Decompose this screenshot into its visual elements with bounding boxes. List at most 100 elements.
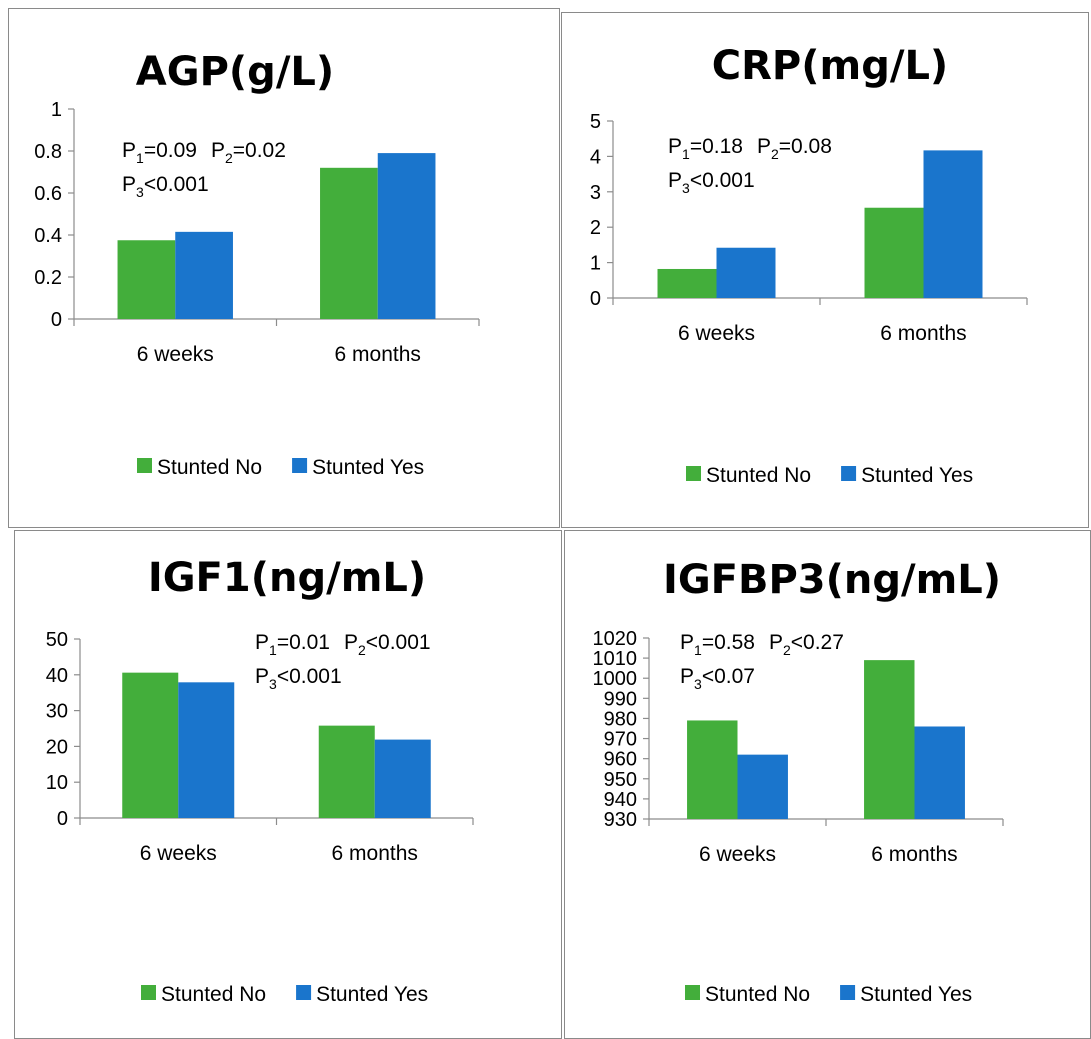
legend-label: Stunted No bbox=[161, 983, 266, 1006]
legend-label: Stunted No bbox=[706, 464, 811, 487]
p-text: P bbox=[668, 169, 682, 192]
y-tick-label: 930 bbox=[604, 809, 637, 831]
x-category-label: 6 weeks bbox=[678, 322, 755, 345]
legend-swatch-stunted-yes bbox=[292, 458, 308, 473]
chart-title: IGF1(ng/mL) bbox=[148, 555, 426, 601]
y-tick-label: 0 bbox=[590, 288, 601, 310]
bar-stunted-no bbox=[687, 720, 738, 819]
x-category-label: 6 months bbox=[332, 842, 418, 865]
legend-swatch-stunted-no bbox=[141, 985, 156, 1000]
p-values-line-2: P3<0.001 bbox=[668, 169, 755, 196]
p-values-line-2: P3<0.001 bbox=[255, 665, 342, 692]
p-text: =0.58 bbox=[702, 631, 755, 654]
p-text: P bbox=[122, 173, 136, 196]
legend-label: Stunted Yes bbox=[860, 983, 972, 1006]
y-tick-label: 970 bbox=[604, 729, 637, 751]
bar-stunted-yes bbox=[377, 153, 436, 319]
x-category-label: 6 weeks bbox=[137, 343, 214, 366]
agp-chart: AGP(g/L) 0 0.2 0.4 0.6 0.8 1 6 weeks 6 months St… bbox=[34, 49, 480, 479]
x-category-label: 6 weeks bbox=[140, 842, 217, 865]
p-text: P bbox=[211, 139, 225, 162]
p-text: P bbox=[680, 665, 694, 688]
bar-stunted-no bbox=[318, 725, 375, 818]
chart-panel-agp: AGP(g/L) 0 0.2 0.4 0.6 0.8 1 6 weeks 6 months St… bbox=[8, 8, 560, 528]
p-subscript: 1 bbox=[694, 642, 702, 658]
p-values-line-1: P1=0.01 P2<0.001 bbox=[255, 631, 431, 658]
legend-swatch-stunted-no bbox=[685, 985, 700, 1000]
p-text: <0.27 bbox=[791, 631, 844, 654]
bar-stunted-no bbox=[117, 240, 176, 319]
p-subscript: 1 bbox=[136, 150, 144, 166]
bar-stunted-yes bbox=[737, 754, 788, 819]
y-tick-label: 990 bbox=[604, 688, 637, 710]
x-category-label: 6 months bbox=[871, 843, 957, 866]
y-tick-label: 50 bbox=[46, 629, 68, 651]
y-tick-label: 4 bbox=[590, 146, 601, 168]
y-tick-label: 940 bbox=[604, 789, 637, 811]
y-tick-label: 1000 bbox=[593, 668, 638, 690]
chart-panel-igfbp3: IGFBP3(ng/mL) 930 940 950 960 970 980 990 1000 1… bbox=[564, 530, 1091, 1039]
p-text: P bbox=[757, 135, 771, 158]
p-text: <0.001 bbox=[144, 173, 209, 196]
legend-label: Stunted Yes bbox=[312, 456, 424, 479]
chart-title: IGFBP3(ng/mL) bbox=[663, 557, 1001, 603]
p-text: =0.09 bbox=[144, 139, 197, 162]
p-subscript: 3 bbox=[136, 184, 144, 200]
y-tick-label: 0.6 bbox=[34, 183, 62, 205]
y-tick-label: 0 bbox=[51, 309, 62, 331]
y-tick-label: 980 bbox=[604, 708, 637, 730]
bar-stunted-no bbox=[864, 660, 915, 819]
p-values-line-1: P1=0.09 P2=0.02 bbox=[122, 139, 286, 166]
bar-stunted-no bbox=[122, 672, 179, 818]
p-text: P bbox=[122, 139, 136, 162]
p-text: P bbox=[668, 135, 682, 158]
bar-stunted-yes bbox=[914, 726, 965, 819]
y-tick-label: 20 bbox=[46, 736, 68, 758]
p-subscript: 1 bbox=[682, 146, 690, 162]
igf1-chart: IGF1(ng/mL) 0 10 20 30 40 50 6 weeks 6 months St… bbox=[46, 555, 474, 1006]
y-tick-label: 5 bbox=[590, 111, 601, 133]
p-text: P bbox=[769, 631, 783, 654]
p-text: P bbox=[680, 631, 694, 654]
p-subscript: 3 bbox=[269, 676, 277, 692]
x-category-label: 6 weeks bbox=[699, 843, 776, 866]
p-values-line-1: P1=0.58 P2<0.27 bbox=[680, 631, 844, 658]
x-category-label: 6 months bbox=[880, 322, 966, 345]
p-text: =0.18 bbox=[690, 135, 743, 158]
chart-panel-igf1: IGF1(ng/mL) 0 10 20 30 40 50 6 weeks 6 months St… bbox=[14, 530, 562, 1039]
legend-label: Stunted No bbox=[705, 983, 810, 1006]
p-text: P bbox=[255, 631, 269, 654]
bar-stunted-yes bbox=[178, 682, 235, 818]
p-subscript: 2 bbox=[358, 642, 366, 658]
y-tick-label: 1020 bbox=[593, 628, 638, 650]
bar-stunted-yes bbox=[923, 150, 983, 298]
chart-title: AGP(g/L) bbox=[136, 49, 334, 95]
y-tick-label: 0.4 bbox=[34, 225, 62, 247]
y-tick-label: 0 bbox=[57, 808, 68, 830]
y-tick-label: 0.2 bbox=[34, 267, 62, 289]
y-tick-label: 1 bbox=[590, 253, 601, 275]
p-subscript: 2 bbox=[783, 642, 791, 658]
y-tick-label: 40 bbox=[46, 665, 68, 687]
p-text: P bbox=[255, 665, 269, 688]
y-tick-label: 1010 bbox=[593, 648, 638, 670]
y-tick-label: 0.8 bbox=[34, 141, 62, 163]
legend-label: Stunted Yes bbox=[861, 464, 973, 487]
p-text: <0.001 bbox=[366, 631, 431, 654]
igfbp3-chart: IGFBP3(ng/mL) 93094095096097098099010001… bbox=[593, 557, 1004, 1006]
x-category-label: 6 months bbox=[335, 343, 421, 366]
y-tick-label: 2 bbox=[590, 217, 601, 239]
p-text: <0.07 bbox=[702, 665, 755, 688]
p-subscript: 3 bbox=[682, 180, 690, 196]
p-values-line-2: P3<0.07 bbox=[680, 665, 755, 692]
bar-stunted-yes bbox=[175, 231, 233, 319]
y-tick-label: 3 bbox=[590, 182, 601, 204]
bar-stunted-yes bbox=[374, 739, 431, 818]
chart-title: CRP(mg/L) bbox=[712, 43, 948, 89]
p-values-line-2: P3<0.001 bbox=[122, 173, 209, 200]
p-text: <0.001 bbox=[277, 665, 342, 688]
p-values-line-1: P1=0.18 P2=0.08 bbox=[668, 135, 832, 162]
p-text: <0.001 bbox=[690, 169, 755, 192]
p-subscript: 1 bbox=[269, 642, 277, 658]
p-text: P bbox=[344, 631, 358, 654]
